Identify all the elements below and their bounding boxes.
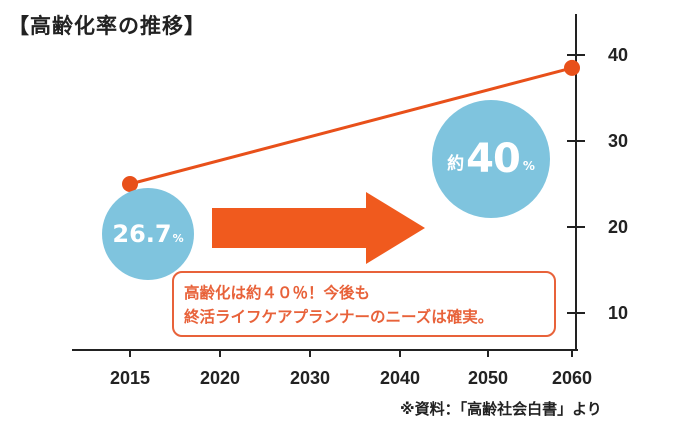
annotation-line-2: 終活ライフケアプランナーのニーズは確実。	[184, 308, 494, 326]
y-tick-label: 30	[608, 131, 628, 151]
x-tick-label: 2050	[468, 368, 508, 388]
y-tick-label: 20	[608, 217, 628, 237]
x-tick-label: 2020	[200, 368, 240, 388]
annotation-line-1: 高齢化は約４０％！今後も	[184, 284, 371, 302]
data-point	[122, 176, 138, 192]
source-note: ※資料：「高齢社会白書」より	[400, 400, 602, 418]
data-point	[564, 59, 580, 76]
x-tick-label: 2060	[552, 368, 592, 388]
end-value-bubble: 約 40 %	[432, 100, 550, 218]
x-tick-label: 2030	[290, 368, 330, 388]
x-tick-label: 2040	[380, 368, 420, 388]
start-value-unit: %	[172, 232, 184, 245]
series-line	[129, 66, 573, 186]
y-tick-label: 10	[608, 303, 628, 323]
end-value-prefix: 約	[447, 153, 465, 174]
trend-arrow	[212, 192, 425, 264]
start-value-bubble: 26.7 %	[102, 188, 194, 280]
chart-title: 【高齢化率の推移】	[8, 14, 206, 38]
annotation-box: 高齢化は約４０％！今後も 終活ライフケアプランナーのニーズは確実。	[172, 271, 556, 337]
y-tick-label: 40	[608, 45, 628, 65]
start-value: 26.7	[112, 220, 172, 248]
end-value-unit: %	[522, 159, 535, 173]
end-value: 40	[466, 136, 521, 182]
x-tick-label: 2015	[110, 368, 150, 388]
